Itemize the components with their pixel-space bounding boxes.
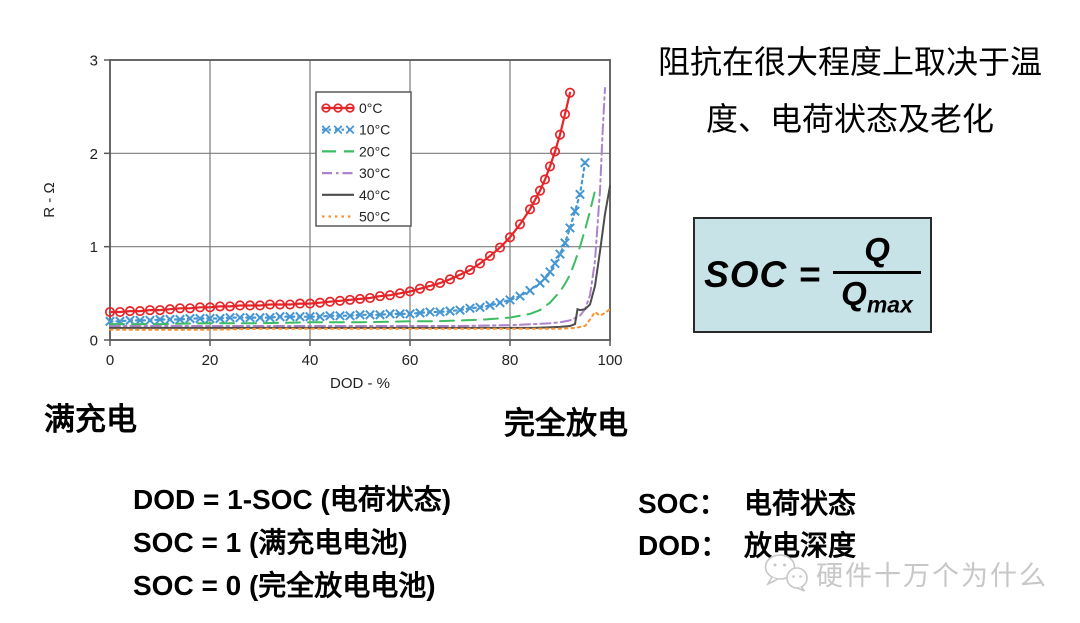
series-20°C [109, 189, 596, 326]
y-tick-label: 1 [90, 239, 98, 256]
x-tick-label: 60 [402, 352, 419, 369]
formula-numerator: Q [864, 231, 890, 269]
x-tick-label: 20 [202, 352, 219, 369]
legend-label: 30°C [359, 165, 390, 181]
definition-dod: DOD = 1-SOC (电荷状态) [133, 484, 452, 515]
full-charge-label: 满充电 [44, 402, 137, 438]
definitions-right: SOC： 电荷状态 DOD： 放电深度 [638, 483, 856, 567]
legend-label: 20°C [359, 143, 390, 159]
legend-label: 10°C [359, 122, 390, 138]
x-tick-label: 100 [597, 352, 622, 369]
formula-denominator: Qmax [833, 270, 921, 318]
soc-formula-box: SOC = Q Qmax [693, 217, 932, 333]
watermark-text: 硬件十万个为什么 [816, 560, 1048, 591]
x-tick-label: 80 [502, 352, 519, 369]
full-discharge-label: 完全放电 [504, 406, 628, 442]
x-axis-title: DOD - % [330, 375, 390, 392]
formula-fraction: Q Qmax [833, 231, 921, 318]
definition-soc-term: SOC： 电荷状态 [638, 488, 857, 519]
heading-line-1: 阻抗在很大程度上取决于温 [657, 43, 1042, 81]
watermark: 硬件十万个为什么 [762, 552, 1048, 594]
definition-soc-0: SOC = 0 (完全放电电池) [133, 570, 436, 601]
series-10°C [105, 157, 590, 327]
x-tick-label: 40 [302, 352, 319, 369]
impedance-vs-dod-chart: 0 20 40 60 80 100 0 1 2 3 DOD - % R - Ω 0°C 10°C 20°C 3… [41, 53, 623, 393]
wechat-icon [764, 554, 808, 592]
series-40°C [109, 185, 611, 329]
definitions-left: DOD = 1-SOC (电荷状态) SOC = 1 (满充电电池) SOC =… [133, 478, 451, 607]
legend-label: 40°C [359, 187, 390, 203]
legend-label: 0°C [359, 100, 383, 116]
series-50°C [109, 308, 611, 331]
formula-lhs: SOC = [704, 254, 822, 295]
y-axis-title: R - Ω [41, 182, 58, 217]
legend: 0°C 10°C 20°C 30°C 40°C 50°C [315, 91, 412, 227]
heading-line-2: 度、电荷状态及老化 [705, 100, 994, 138]
y-tick-label: 2 [90, 146, 98, 163]
y-tick-label: 3 [90, 53, 98, 70]
y-tick-label: 0 [90, 333, 98, 350]
formula-denominator-subscript: max [866, 291, 913, 318]
definition-soc-1: SOC = 1 (满充电电池) [133, 527, 408, 558]
series-30°C [109, 87, 606, 327]
legend-label: 50°C [359, 209, 390, 225]
series-0°C [104, 87, 576, 318]
definition-dod-term: DOD： 放电深度 [638, 530, 857, 561]
x-tick-label: 0 [106, 352, 114, 369]
heading-text: 阻抗在很大程度上取决于温 度、电荷状态及老化 [620, 34, 1080, 148]
